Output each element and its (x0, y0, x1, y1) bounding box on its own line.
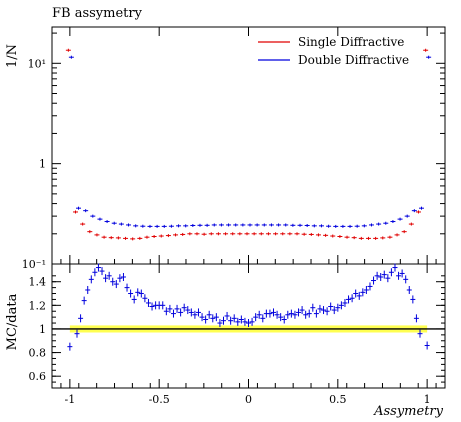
ratio-y-tick-label: 0.8 (29, 347, 47, 360)
y-tick-label: 10⁻¹ (22, 258, 46, 271)
x-tick-label: 0.5 (329, 393, 347, 406)
x-tick-label: 1 (424, 393, 431, 406)
legend: Single Diffractive Double Diffractive (258, 35, 409, 67)
y-tick-label: 10¹ (28, 57, 46, 70)
x-axis-label: Assymetry (373, 404, 444, 419)
axis-labels: FB assymetry 1/N MC/data Assymetry (5, 6, 444, 419)
chart-title: FB assymetry (52, 6, 143, 21)
y-axis-label-ratio: MC/data (5, 293, 20, 350)
ratio-y-tick-label: 0.6 (29, 370, 47, 383)
x-tick-label: 0 (245, 393, 252, 406)
x-tick-label: -1 (65, 393, 76, 406)
legend-label: Single Diffractive (298, 35, 404, 49)
ratio-y-tick-label: 1 (39, 323, 46, 336)
ratio-y-tick-label: 1.2 (29, 299, 47, 312)
y-tick-label: 1 (39, 158, 46, 171)
ratio-y-tick-label: 1.4 (29, 276, 47, 289)
legend-label: Double Diffractive (298, 53, 409, 67)
x-tick-label: -0.5 (149, 393, 170, 406)
y-axis-label-top: 1/N (5, 44, 20, 68)
axis-ticks: 10⁻¹ 1 10¹ 0.6 0.8 1 1.2 1.4 -1 -0.5 0 0.5 1 (22, 27, 445, 406)
data-points (65, 48, 432, 351)
plot-frames (51, 26, 446, 389)
